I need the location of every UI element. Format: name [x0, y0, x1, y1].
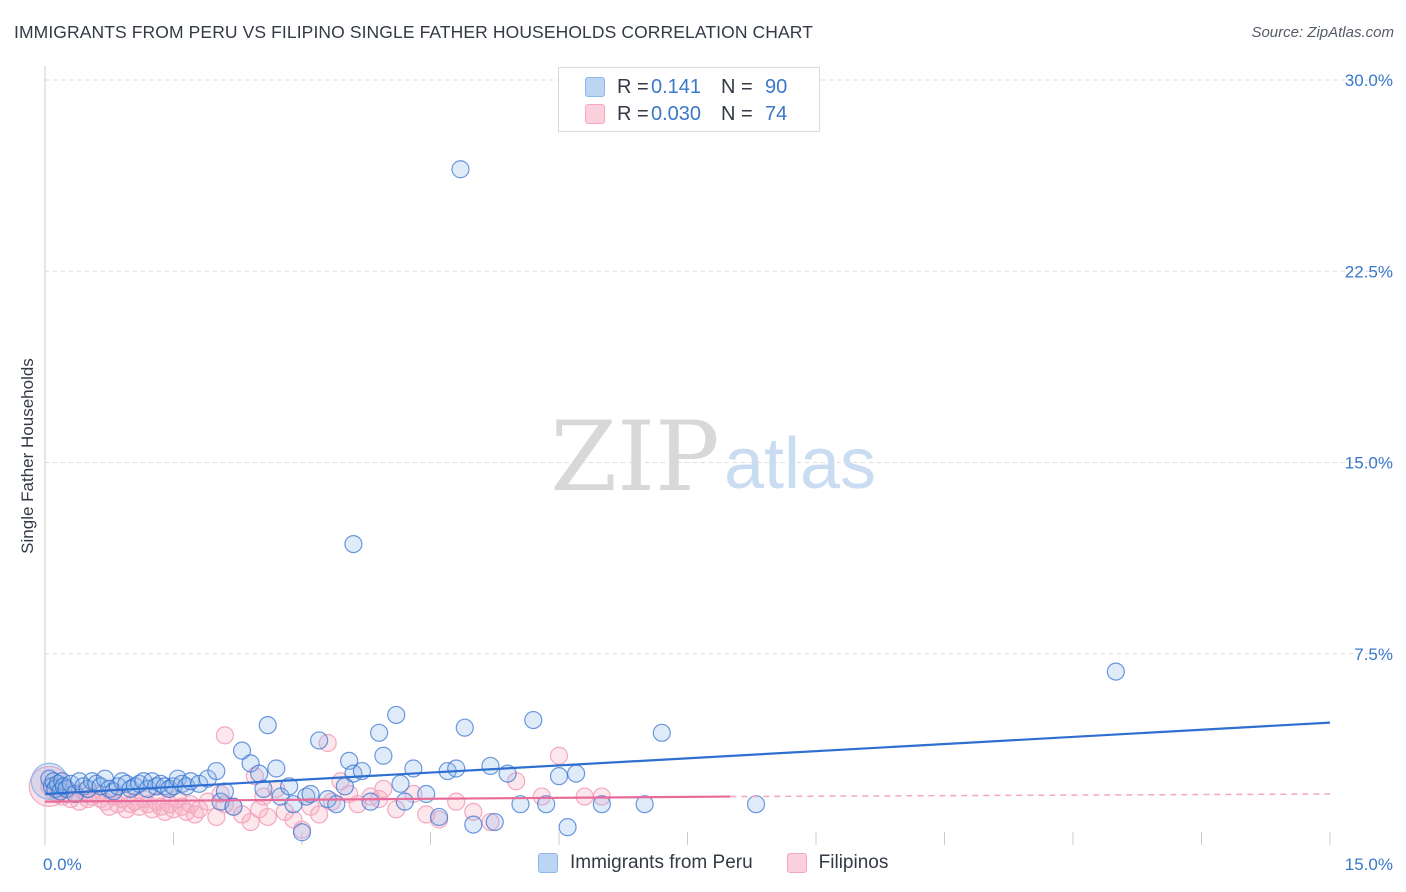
peru-point [429, 807, 449, 827]
peru-point [567, 764, 586, 783]
peru-point [280, 777, 299, 796]
watermark: ZIP atlas [550, 401, 876, 513]
peru-point [370, 723, 389, 742]
legend-swatch-peru [585, 77, 605, 97]
peru-point [207, 761, 226, 781]
filipinos-point [310, 805, 329, 824]
legend-r-value: 0.030 [651, 102, 702, 125]
filipinos-point [215, 726, 234, 745]
peru-point [387, 705, 406, 725]
peru-point [374, 746, 393, 765]
legend-swatch-filipinos [585, 104, 605, 124]
peru-point [327, 795, 346, 814]
y-tick-label: 15.0% [1345, 454, 1393, 473]
peru-point [746, 795, 766, 814]
peru-point [537, 795, 556, 814]
legend-label-filipinos: Filipinos [818, 852, 889, 873]
peru-point [451, 160, 470, 179]
x-tick-label: 15.0% [1345, 855, 1393, 874]
legend-r-label: R = [617, 102, 649, 125]
y-tick-label: 7.5% [1354, 645, 1393, 664]
trend-lines [44, 721, 1331, 803]
peru-point [464, 815, 483, 834]
legend-row-filipinos: R = 0.030 N = 74 [585, 101, 787, 127]
filipinos-point [447, 792, 466, 811]
legend-n-value: 90 [765, 75, 788, 98]
peru-point [511, 795, 530, 814]
filipinos-point [241, 812, 260, 832]
filipinos-point [374, 779, 393, 799]
filipinos-point [549, 746, 569, 765]
peru-point [652, 723, 671, 742]
peru-point [549, 767, 569, 786]
peru-point [481, 756, 500, 776]
peru-point [635, 795, 654, 814]
series-legend: Immigrants from Peru Filipinos [538, 852, 922, 874]
peru-point [292, 823, 312, 842]
filipinos-point [464, 802, 483, 821]
peru-point [485, 812, 504, 832]
peru-point [361, 792, 380, 811]
legend-item-filipinos: Filipinos [786, 852, 889, 874]
legend-swatch-filipinos [786, 853, 807, 873]
watermark-zip: ZIP [550, 401, 719, 513]
filipinos-trend-line [44, 795, 731, 803]
peru-point [215, 782, 234, 801]
peru-point [344, 534, 363, 554]
y-tick-label: 22.5% [1345, 262, 1393, 281]
peru-point [455, 718, 474, 737]
peru-point [395, 792, 414, 811]
peru-point [267, 759, 286, 778]
filipinos-trend-extension [730, 793, 1331, 798]
chart-title: IMMIGRANTS FROM PERU VS FILIPINO SINGLE … [14, 22, 813, 42]
peru-point [301, 784, 320, 804]
filipinos-point [258, 807, 277, 827]
peru-trend-line [44, 721, 1331, 796]
peru-point [558, 818, 577, 837]
peru-point [224, 797, 243, 816]
legend-n-label: N = [721, 75, 753, 98]
peru-point [524, 710, 543, 730]
legend-row-peru: R = 0.141 N = 90 [585, 74, 787, 100]
peru-point [592, 795, 611, 814]
legend-n-label: N = [721, 102, 753, 125]
legend-r-value: 0.141 [651, 75, 702, 98]
watermark-atlas: atlas [724, 424, 876, 504]
legend-item-peru: Immigrants from Peru [538, 852, 753, 874]
peru-point [254, 779, 273, 799]
axes [44, 66, 1331, 845]
peru-point [190, 774, 209, 793]
source-note: Source: ZipAtlas.com [1251, 24, 1394, 41]
legend-swatch-peru [538, 853, 558, 873]
peru-point [391, 774, 410, 793]
correlation-legend: R = 0.141 N = 90 R = 0.030 N = 74 [558, 67, 820, 132]
peru-point [1106, 662, 1125, 681]
legend-r-label: R = [617, 75, 649, 98]
peru-point [250, 764, 269, 783]
peru-point [232, 741, 252, 760]
gridlines [45, 79, 1392, 655]
peru-point [447, 759, 466, 778]
tick-labels: 7.5% 15.0% 22.5% 30.0% 0.0% 15.0% [43, 71, 1393, 874]
x-tick-label: 0.0% [43, 855, 82, 874]
peru-points [30, 160, 1125, 842]
peru-point [310, 731, 329, 750]
peru-point [258, 716, 277, 735]
y-tick-label: 30.0% [1345, 71, 1393, 90]
legend-label-peru: Immigrants from Peru [570, 852, 753, 873]
legend-n-value: 74 [765, 102, 788, 125]
